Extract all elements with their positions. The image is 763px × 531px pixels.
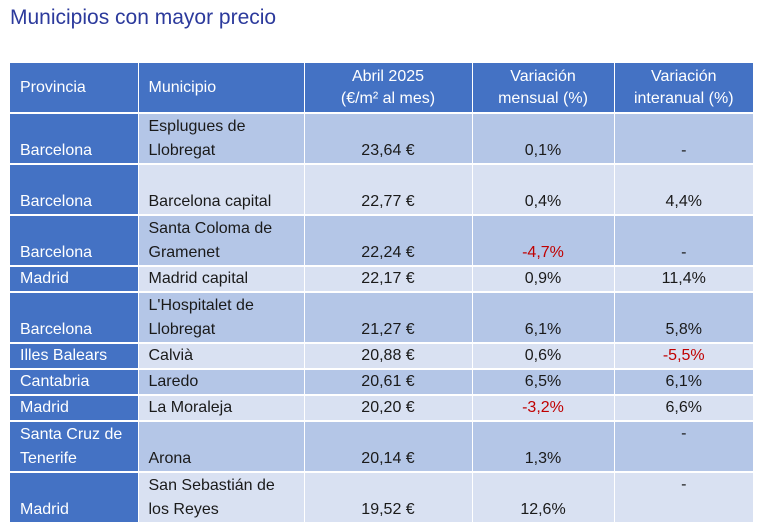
cell-provincia: Cantabria xyxy=(10,368,138,395)
cell-precio: 20,20 € xyxy=(303,394,472,421)
page-title: Municipios con mayor precio xyxy=(10,6,277,29)
header-interanual-line1: Variación xyxy=(650,67,717,85)
cell-variacion-mensual: 1,3% xyxy=(471,420,614,472)
cell-variacion-mensual: 6,5% xyxy=(471,368,614,395)
header-precio-line2: (€/m² al mes) xyxy=(340,89,436,107)
cell-precio: 22,17 € xyxy=(303,265,472,292)
cell-variacion-interanual: - xyxy=(613,471,753,522)
cell-variacion-mensual: 6,1% xyxy=(471,291,614,343)
cell-precio: 22,24 € xyxy=(303,214,472,266)
cell-variacion-interanual: 11,4% xyxy=(613,265,753,292)
cell-municipio: La Moraleja xyxy=(137,394,304,421)
cell-provincia: Barcelona xyxy=(10,163,138,215)
cell-variacion-mensual: -3,2% xyxy=(471,394,614,421)
cell-provincia: Madrid xyxy=(10,265,138,292)
cell-variacion-mensual: 0,1% xyxy=(471,112,614,164)
cell-municipio: Santa Coloma de Gramenet xyxy=(137,214,304,266)
cell-precio: 20,61 € xyxy=(303,368,472,395)
cell-variacion-interanual: 5,8% xyxy=(613,291,753,343)
header-provincia: Provincia xyxy=(10,63,138,113)
cell-municipio: L'Hospitalet de Llobregat xyxy=(137,291,304,343)
header-precio-line1: Abril 2025 xyxy=(351,67,425,85)
cell-provincia: Madrid xyxy=(10,471,138,522)
cell-provincia: Santa Cruz de Tenerife xyxy=(10,420,138,472)
table-row: Barcelona Barcelona capital 22,77 € 0,4%… xyxy=(10,163,753,215)
cell-variacion-interanual: - xyxy=(613,112,753,164)
cell-precio: 22,77 € xyxy=(303,163,472,215)
header-variacion-interanual: Variación interanual (%) xyxy=(613,63,753,113)
cell-variacion-interanual: - xyxy=(613,214,753,266)
cell-municipio: Barcelona capital xyxy=(137,163,304,215)
table-row: Cantabria Laredo 20,61 € 6,5% 6,1% xyxy=(10,368,753,395)
cell-municipio: Arona xyxy=(137,420,304,472)
cell-variacion-interanual: 6,1% xyxy=(613,368,753,395)
cell-provincia: Madrid xyxy=(10,394,138,421)
cell-municipio: San Sebastián de los Reyes xyxy=(137,471,304,522)
table-row: Barcelona L'Hospitalet de Llobregat 21,2… xyxy=(10,291,753,343)
table-row: Barcelona Santa Coloma de Gramenet 22,24… xyxy=(10,214,753,266)
table-row: Madrid Madrid capital 22,17 € 0,9% 11,4% xyxy=(10,265,753,292)
cell-precio: 21,27 € xyxy=(303,291,472,343)
header-municipio: Municipio xyxy=(137,63,304,113)
header-precio: Abril 2025 (€/m² al mes) xyxy=(303,63,472,113)
cell-municipio: Laredo xyxy=(137,368,304,395)
table-row: Barcelona Esplugues de Llobregat 23,64 €… xyxy=(10,112,753,164)
table-row: Madrid La Moraleja 20,20 € -3,2% 6,6% xyxy=(10,394,753,421)
table-row: Santa Cruz de Tenerife Arona 20,14 € 1,3… xyxy=(10,420,753,472)
cell-variacion-interanual: 4,4% xyxy=(613,163,753,215)
cell-municipio: Esplugues de Llobregat xyxy=(137,112,304,164)
header-interanual-line2: interanual (%) xyxy=(633,89,734,107)
header-variacion-mensual: Variación mensual (%) xyxy=(471,63,614,113)
cell-precio: 23,64 € xyxy=(303,112,472,164)
cell-municipio: Madrid capital xyxy=(137,265,304,292)
cell-provincia: Illes Balears xyxy=(10,342,138,369)
cell-variacion-mensual: 0,4% xyxy=(471,163,614,215)
table-row: Madrid San Sebastián de los Reyes 19,52 … xyxy=(10,471,753,522)
price-table: Provincia Municipio Abril 2025 (€/m² al … xyxy=(10,63,753,522)
cell-provincia: Barcelona xyxy=(10,112,138,164)
cell-provincia: Barcelona xyxy=(10,291,138,343)
cell-precio: 20,88 € xyxy=(303,342,472,369)
cell-precio: 20,14 € xyxy=(303,420,472,472)
cell-variacion-mensual: 0,9% xyxy=(471,265,614,292)
cell-variacion-interanual: -5,5% xyxy=(613,342,753,369)
cell-variacion-mensual: 0,6% xyxy=(471,342,614,369)
table-row: Illes Balears Calvià 20,88 € 0,6% -5,5% xyxy=(10,342,753,369)
table-header-row: Provincia Municipio Abril 2025 (€/m² al … xyxy=(10,63,753,113)
cell-precio: 19,52 € xyxy=(303,471,472,522)
cell-variacion-interanual: - xyxy=(613,420,753,472)
cell-municipio: Calvià xyxy=(137,342,304,369)
cell-variacion-mensual: 12,6% xyxy=(471,471,614,522)
header-mensual-line1: Variación xyxy=(510,67,576,85)
header-mensual-line2: mensual (%) xyxy=(498,89,588,107)
cell-variacion-interanual: 6,6% xyxy=(613,394,753,421)
cell-provincia: Barcelona xyxy=(10,214,138,266)
cell-variacion-mensual: -4,7% xyxy=(471,214,614,266)
